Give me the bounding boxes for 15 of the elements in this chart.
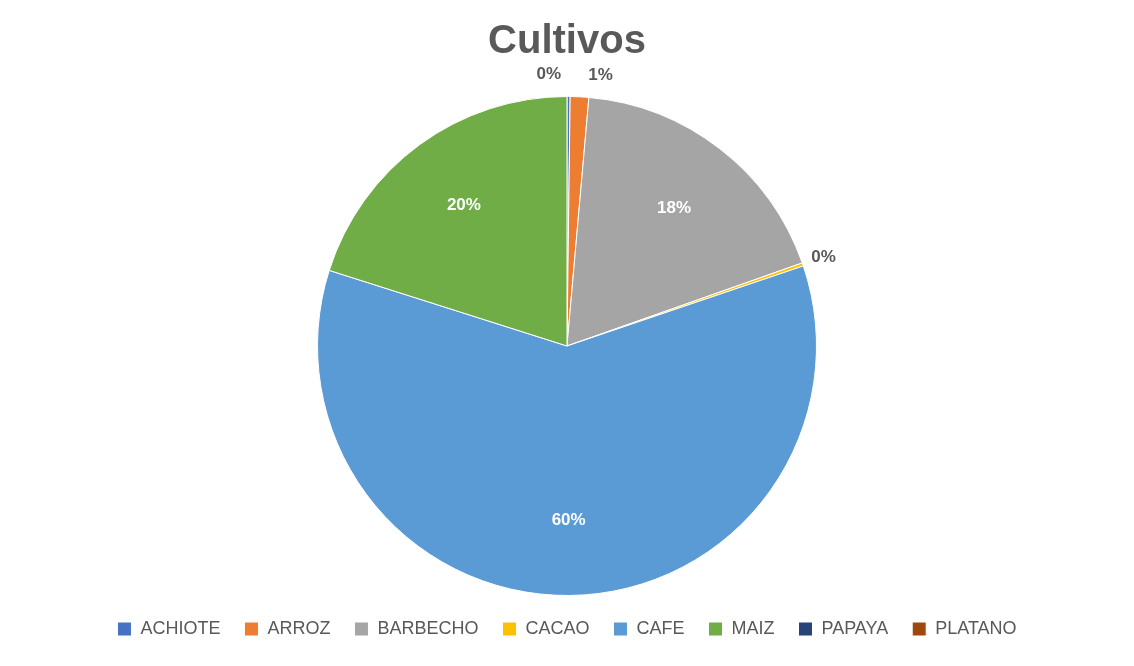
data-label: 20% xyxy=(446,194,481,214)
data-label: 18% xyxy=(657,197,692,217)
legend-label: CAFE xyxy=(636,617,685,638)
legend-label: BARBECHO xyxy=(377,617,479,638)
legend-label: ARROZ xyxy=(267,617,331,638)
legend-label: CACAO xyxy=(525,617,590,638)
legend-label: ACHIOTE xyxy=(140,617,221,638)
data-label: 60% xyxy=(551,510,586,530)
data-label: 0% xyxy=(811,246,836,266)
data-label: 0% xyxy=(536,64,561,84)
data-label: 1% xyxy=(588,64,613,84)
legend-label: MAIZ xyxy=(731,617,775,638)
chart-title: Cultivos xyxy=(488,17,646,62)
legend-label: PAPAYA xyxy=(821,617,889,638)
legend-label: PLATANO xyxy=(935,617,1017,638)
